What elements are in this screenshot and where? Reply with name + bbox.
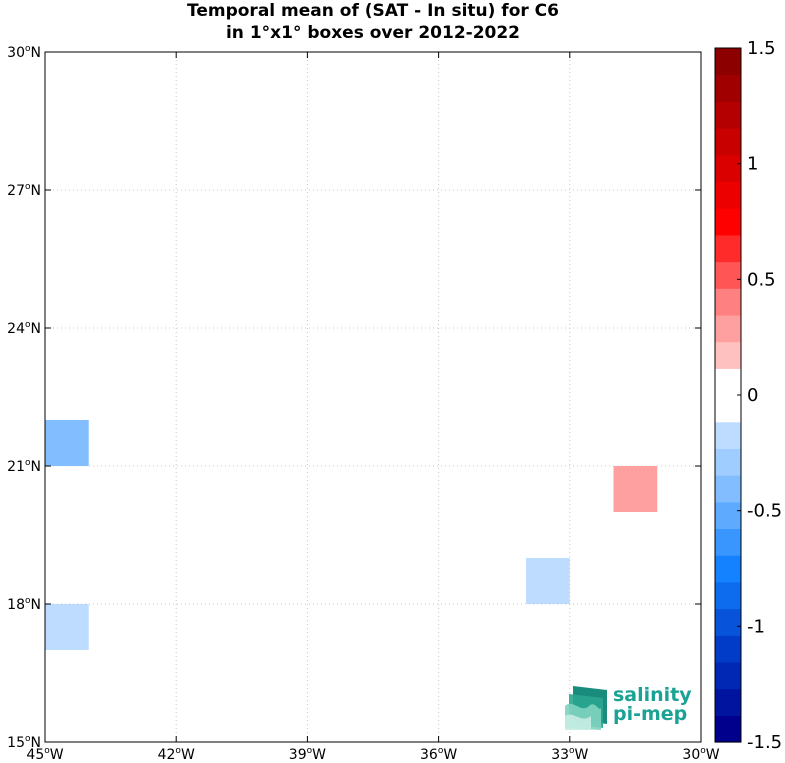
colorbar-swatch <box>715 448 741 476</box>
heatmap-cell <box>45 420 89 466</box>
logo-word-pimep: pi-mep <box>613 703 688 725</box>
colorbar-tick-label: 0 <box>747 385 758 406</box>
y-tick-label: 21oN <box>7 458 41 475</box>
salinity-pimep-logo: salinity pi-mep <box>563 684 693 732</box>
heatmap-cells <box>45 144 658 650</box>
colorbar-swatch <box>715 715 741 743</box>
x-tick-label: 42oW <box>158 746 195 763</box>
heatmap-cell <box>613 466 658 512</box>
colorbar-tick-label: -1.5 <box>747 732 782 753</box>
heatmap-cell <box>45 604 89 650</box>
colorbar-swatch <box>715 475 741 503</box>
colorbar-swatch <box>715 528 741 556</box>
colorbar-tick-label: 1 <box>747 154 758 175</box>
x-tick-label: 45oW <box>26 746 63 763</box>
colorbar-swatch <box>715 341 741 369</box>
chart-title-line1: Temporal mean of (SAT - In situ) for C6 <box>187 1 559 21</box>
colorbar-swatch <box>715 208 741 236</box>
colorbar-tick-label: 1.5 <box>747 38 776 59</box>
colorbar-swatch <box>715 635 741 663</box>
colorbar-swatch <box>715 261 741 289</box>
colorbar-swatch <box>715 501 741 530</box>
colorbar-swatch <box>715 688 741 716</box>
x-tick-label: 39oW <box>289 746 326 763</box>
y-tick-label: 30oN <box>7 44 41 61</box>
heatmap-cell <box>132 144 177 190</box>
colorbar-swatch <box>715 395 741 423</box>
plot-frame <box>44 51 702 743</box>
colorbar-swatch <box>715 181 741 209</box>
y-tick-label: 24oN <box>7 320 41 337</box>
y-tick-label: 15oN <box>7 734 41 751</box>
colorbar-swatch <box>715 101 741 129</box>
chart-title: Temporal mean of (SAT - In situ) for C6 … <box>45 0 701 44</box>
colorbar-swatch <box>715 555 741 583</box>
chart-title-line2: in 1°x1° boxes over 2012-2022 <box>225 23 521 43</box>
grid-lines <box>45 52 701 742</box>
colorbar-swatch <box>715 608 741 636</box>
y-tick-label: 18oN <box>7 596 41 613</box>
y-tick-label: 27oN <box>7 182 41 199</box>
colorbar: 1.5 1 0.5 0 -0.5 -1 -1.5 <box>714 38 782 753</box>
colorbar-swatch <box>715 581 741 610</box>
axis-ticks: 45oW 42oW 39oW 36oW 33oW 30oW 15oN 18oN 21oN 24oN… <box>7 44 720 763</box>
colorbar-swatch <box>715 234 741 263</box>
colorbar-swatch <box>715 74 741 102</box>
colorbar-swatch <box>715 368 741 396</box>
x-tick-label: 33oW <box>551 746 588 763</box>
colorbar-swatch <box>715 48 741 76</box>
colorbar-tick-label: -0.5 <box>747 501 782 522</box>
colorbar-swatch <box>715 421 741 449</box>
heatmap-cell <box>526 558 570 604</box>
colorbar-tick-label: 0.5 <box>747 269 776 290</box>
logo-word-salinity: salinity <box>613 684 692 706</box>
x-tick-label: 30oW <box>682 746 719 763</box>
colorbar-swatch <box>715 661 741 690</box>
colorbar-swatch <box>715 314 741 343</box>
colorbar-swatch <box>715 128 741 156</box>
x-tick-label: 36oW <box>420 746 457 763</box>
logo-waves-icon <box>565 686 607 730</box>
colorbar-swatch <box>715 288 741 316</box>
colorbar-tick-label: -1 <box>747 616 765 637</box>
colorbar-swatch <box>715 154 741 183</box>
